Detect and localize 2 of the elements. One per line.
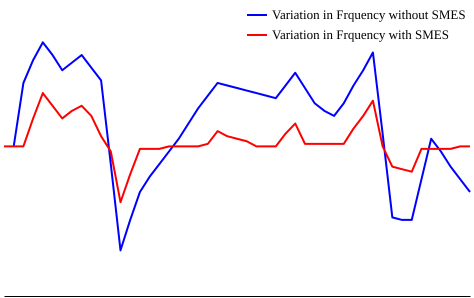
legend-label: Variation in Frquency with SMES (272, 27, 449, 42)
legend-label: Variation in Frquency without SMES (272, 7, 466, 22)
